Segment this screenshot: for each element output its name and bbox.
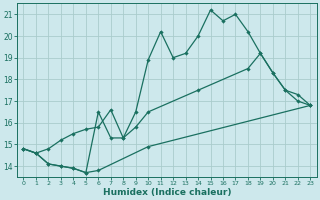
- X-axis label: Humidex (Indice chaleur): Humidex (Indice chaleur): [103, 188, 231, 197]
